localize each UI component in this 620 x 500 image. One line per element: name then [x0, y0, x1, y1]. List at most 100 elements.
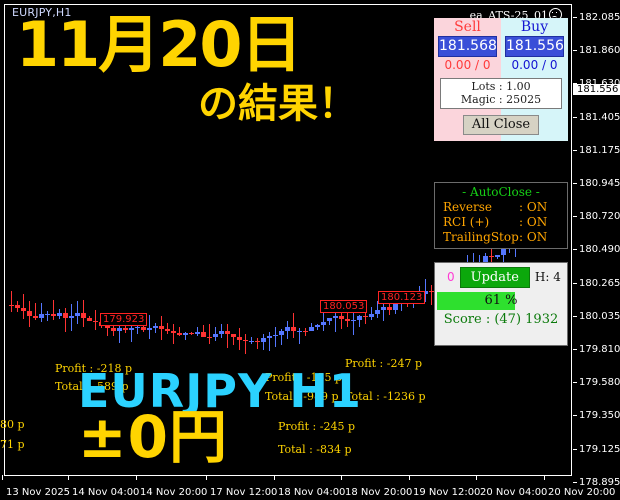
autoclose-row-rci[interactable]: RCI (+) : ON	[435, 215, 567, 230]
candle-body	[207, 336, 212, 338]
price-axis[interactable]: 182.085 181.860 181.630 181.405 181.175 180.9…	[573, 0, 620, 500]
current-price-label: 181.556	[573, 84, 620, 95]
time-axis-tick	[136, 475, 137, 480]
price-tag: 179.923	[100, 313, 148, 326]
sell-column[interactable]: Sell 181.568 0.00 / 0	[434, 18, 501, 75]
candle-wick	[275, 327, 276, 348]
time-axis-tick	[544, 475, 545, 480]
candle-body	[249, 340, 254, 342]
candle-body	[111, 328, 116, 332]
price-axis-tick	[573, 448, 577, 450]
price-axis-tick	[573, 349, 577, 350]
price-axis-label: 178.895	[579, 476, 620, 488]
candle-body	[165, 328, 170, 331]
price-axis-label: 181.630	[579, 78, 620, 89]
trade-label: Total : -834 p	[278, 443, 352, 456]
candle-wick	[53, 299, 54, 320]
time-axis-tick	[68, 475, 69, 480]
candle-body	[141, 327, 146, 331]
candle-wick	[269, 331, 270, 352]
candle-wick	[125, 319, 126, 333]
candle-wick	[371, 307, 372, 320]
candle-body	[243, 339, 248, 342]
candle-wick	[65, 308, 66, 332]
autoclose-key-reverse: Reverse	[443, 200, 493, 214]
candle-body	[45, 313, 50, 315]
update-row: 0 Update H: 4	[435, 263, 567, 291]
candle-body	[219, 331, 224, 334]
candle-body	[27, 311, 32, 317]
autoclose-box: - AutoClose - Reverse : ON RCI (+) : ON …	[434, 182, 568, 249]
trade-label: 80 p	[0, 418, 25, 431]
candle-body	[135, 327, 140, 329]
candle-body	[93, 320, 98, 322]
candle-body	[363, 315, 368, 317]
price-axis-label: 181.860	[579, 45, 620, 57]
candle-body	[129, 327, 134, 331]
update-score-box: 0 Update H: 4 61 % Score : (47) 1932	[434, 262, 568, 346]
candle-body	[285, 327, 290, 332]
progress-bar-fill	[437, 292, 516, 310]
autoclose-value-rci: : ON	[519, 215, 548, 229]
time-axis-tick	[206, 475, 207, 480]
trade-label: Profit : -247 p	[345, 357, 422, 370]
buy-column[interactable]: Buy 181.556 0.00 / 0	[501, 18, 568, 75]
update-button[interactable]: Update	[459, 266, 530, 288]
price-axis-tick	[573, 17, 577, 18]
candle-body	[357, 315, 362, 320]
candle-wick	[179, 326, 180, 336]
price-axis-label: 181.405	[579, 111, 620, 123]
candle-body	[147, 328, 152, 331]
buy-price-button[interactable]: 181.556	[505, 36, 564, 57]
price-axis-label: 180.720	[579, 211, 620, 223]
price-axis-label: 180.265	[579, 277, 620, 289]
candle-wick	[233, 333, 234, 345]
candle-wick	[245, 333, 246, 355]
candle-body	[387, 307, 392, 311]
candle-wick	[11, 291, 12, 313]
candle-body	[495, 255, 500, 257]
candle-body	[291, 327, 296, 332]
sell-price-button[interactable]: 181.568	[438, 36, 497, 57]
score-label: Score : (47) 1932	[443, 312, 559, 327]
candle-body	[501, 248, 506, 256]
candle-wick	[23, 294, 24, 319]
candle-body	[39, 314, 44, 318]
price-axis-tick	[573, 382, 577, 384]
candle-body	[117, 328, 122, 332]
trade-label: Total : -589 p	[55, 380, 129, 393]
candle-wick	[119, 323, 120, 343]
all-close-button[interactable]: All Close	[463, 115, 539, 135]
price-axis-label: 179.580	[579, 377, 620, 389]
candle-body	[183, 332, 188, 335]
lots-magic-box: Lots : 1.00 Magic : 25025	[440, 78, 562, 109]
candle-body	[195, 331, 200, 335]
candle-wick	[209, 324, 210, 344]
candle-body	[423, 290, 428, 294]
candle-wick	[389, 298, 390, 316]
price-axis-label: 180.945	[579, 178, 620, 189]
price-axis-label: 181.175	[579, 144, 620, 156]
autoclose-row-reverse[interactable]: Reverse : ON	[435, 200, 567, 215]
candle-body	[303, 330, 308, 332]
time-axis-label: 18 Nov 20:00	[345, 487, 413, 498]
time-axis-label: 19 Nov 12:00	[413, 487, 481, 498]
autoclose-row-trailingstop[interactable]: TrailingStop : ON	[435, 230, 567, 245]
price-axis-label: 179.810	[579, 344, 620, 355]
candle-wick	[491, 245, 492, 265]
price-axis-tick	[573, 415, 577, 417]
candle-wick	[377, 300, 378, 318]
candle-body	[75, 313, 80, 317]
price-tag: 180.053	[320, 300, 368, 313]
candle-wick	[365, 313, 366, 324]
candle-body	[15, 305, 20, 309]
candle-body	[87, 318, 92, 321]
candle-wick	[383, 298, 384, 322]
candle-body	[177, 332, 182, 335]
autoclose-value-trailingstop: : ON	[519, 230, 548, 244]
price-axis-tick	[573, 315, 577, 317]
ea-trade-panel[interactable]: Sell 181.568 0.00 / 0 Buy 181.556 0.00 /…	[434, 18, 568, 141]
candle-wick	[227, 324, 228, 348]
price-axis-label: 180.035	[579, 310, 620, 322]
candle-body	[351, 319, 356, 321]
